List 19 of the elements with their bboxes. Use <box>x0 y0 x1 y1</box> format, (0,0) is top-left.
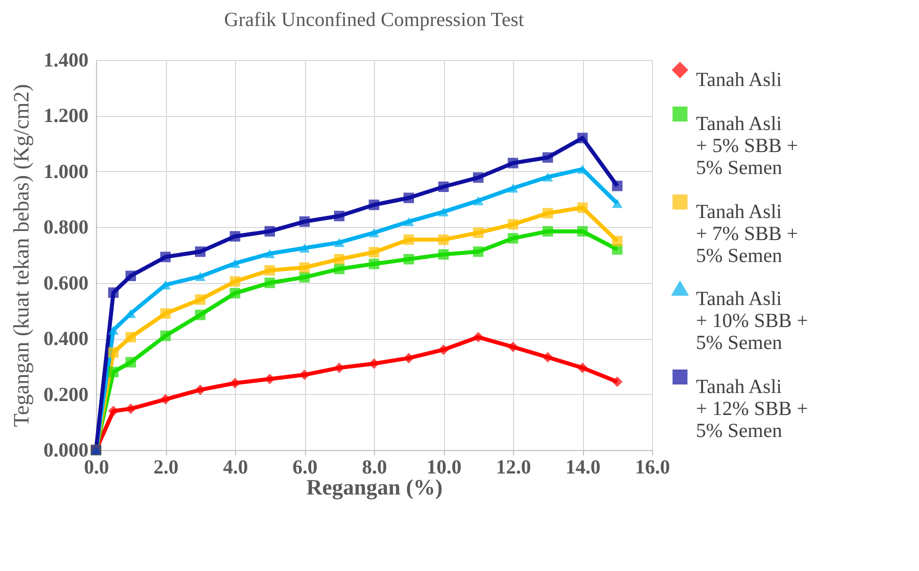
legend-label: Tanah Asli + 7% SBB + 5% Semen <box>696 201 798 267</box>
chart-title: Grafik Unconfined Compression Test <box>224 9 524 31</box>
legend-label: Tanah Asli <box>696 69 782 91</box>
x-tick-label: 4.0 <box>223 456 248 478</box>
x-tick-label: 16.0 <box>635 456 670 478</box>
legend-label: Tanah Asli + 5% SBB + 5% Semen <box>696 113 798 179</box>
y-tick-label: 1.200 <box>44 105 88 128</box>
legend-label: Tanah Asli + 10% SBB + 5% Semen <box>696 288 808 354</box>
x-tick-label: 2.0 <box>154 456 178 478</box>
legend-label: Tanah Asli + 12% SBB + 5% Semen <box>696 376 808 442</box>
x-tick-label: 14.0 <box>566 456 600 478</box>
y-axis-title: Tegangan (kuat tekan bebas) (Kg/cm2) <box>8 84 34 427</box>
y-tick-label: 0.200 <box>44 384 88 406</box>
y-tick-label: 0.600 <box>44 272 88 294</box>
x-tick-label: 12.0 <box>496 456 531 478</box>
y-tick-label: 0.800 <box>44 216 88 239</box>
y-tick-label: 0.400 <box>44 328 88 350</box>
y-tick-label: 1.400 <box>44 50 88 72</box>
y-tick-label: 1.000 <box>44 160 88 183</box>
